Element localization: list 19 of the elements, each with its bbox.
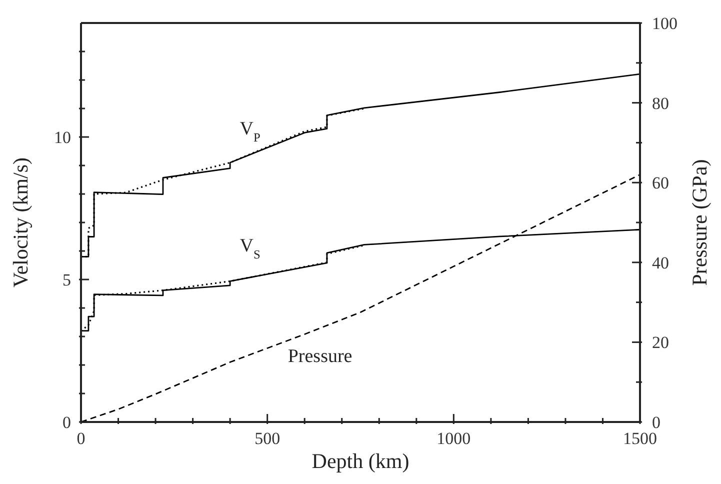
y2-tick-label: 100 (652, 14, 678, 33)
y-tick-label: 0 (62, 413, 71, 432)
x-tick-label: 500 (254, 429, 280, 448)
y2-tick-label: 80 (652, 94, 669, 113)
x-tick-label: 0 (76, 429, 86, 448)
y-tick-label: 10 (54, 128, 71, 147)
series-label: Pressure (288, 346, 352, 368)
x-tick-label: 1000 (436, 429, 471, 448)
y-tick-label: 5 (62, 270, 71, 290)
y2-tick-label: 0 (652, 413, 660, 432)
y2-tick-label: 20 (652, 333, 669, 352)
y-axis-title: Velocity (km/s) (8, 157, 32, 288)
series-label: V$_{P}$ (240, 118, 260, 144)
x-tick-label: 1500 (623, 429, 657, 448)
y2-axis-title: Pressure (GPa) (687, 159, 712, 286)
series-label: V$_{S}$ (240, 235, 260, 262)
y2-tick-label: 40 (652, 253, 669, 272)
y2-tick-label: 60 (652, 174, 669, 193)
x-axis-title: Depth (km) (312, 449, 410, 473)
